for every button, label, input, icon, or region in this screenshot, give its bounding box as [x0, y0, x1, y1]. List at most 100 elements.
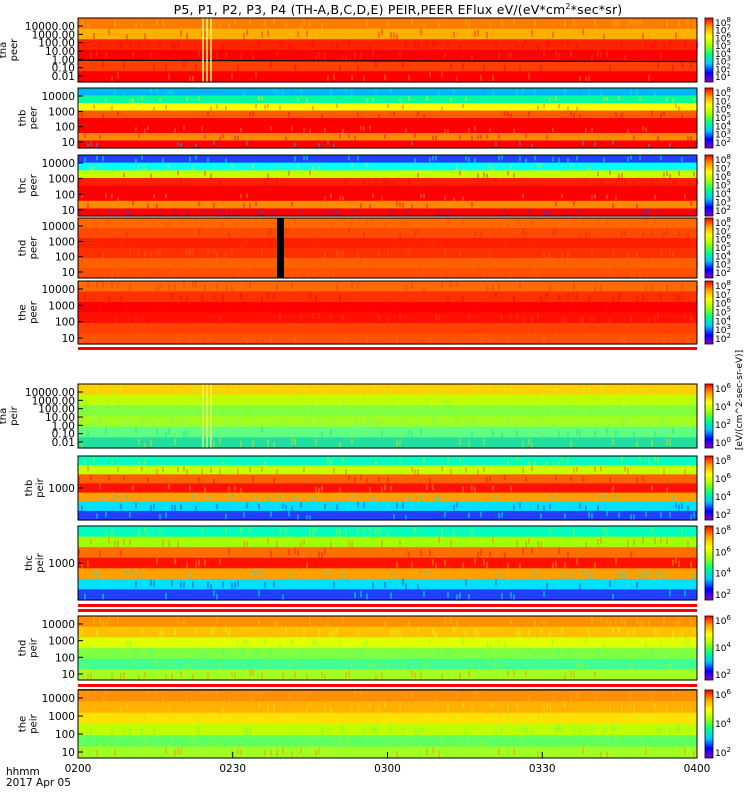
colorbar-tick-label: 105: [715, 306, 731, 319]
heat-cell: [498, 53, 500, 60]
heat-cell: [627, 324, 629, 331]
heat-cell: [192, 164, 194, 170]
heat-cell: [225, 285, 227, 293]
heat-cell: [309, 21, 311, 28]
heat-cell: [567, 649, 569, 657]
heat-cell: [498, 155, 500, 161]
heat-cell: [291, 438, 293, 445]
heat-cell: [246, 140, 248, 146]
heat-cell: [300, 502, 302, 508]
heat-cell: [147, 648, 149, 655]
heat-cell: [510, 313, 512, 320]
heat-cell: [432, 241, 434, 247]
heat-cell: [666, 20, 668, 27]
heat-cell: [576, 663, 578, 670]
heat-cell: [324, 196, 326, 201]
heat-cell: [435, 695, 437, 703]
heat-cell: [471, 529, 473, 536]
heat-cell: [438, 388, 440, 396]
heat-cell: [336, 43, 338, 50]
heat-cell: [516, 702, 518, 709]
colorbar-tick-label: 103: [715, 323, 731, 336]
heat-cell: [519, 385, 521, 393]
heat-cell: [555, 327, 557, 334]
heat-cell: [204, 171, 206, 176]
heat-cell: [693, 572, 695, 579]
heat-cell: [216, 593, 218, 600]
heat-cell: [84, 397, 86, 404]
heat-cell: [105, 303, 107, 310]
heat-cell: [225, 626, 227, 634]
heat-cell: [273, 442, 275, 449]
heat-cell: [453, 32, 455, 39]
heat-cell: [189, 120, 191, 126]
heat-cell: [342, 313, 344, 320]
heat-cell: [384, 74, 386, 81]
heat-cell: [630, 315, 632, 322]
heat-cell: [159, 249, 161, 256]
heat-cell: [672, 64, 674, 71]
heat-cell: [417, 469, 419, 475]
heat-cell: [681, 258, 683, 265]
heat-cell: [441, 674, 443, 681]
heat-cell: [567, 552, 569, 559]
colorbar-tick-label: 102: [715, 62, 731, 75]
heat-cell: [690, 514, 692, 520]
y-tick-label: 100.00: [38, 38, 75, 50]
heat-cell: [654, 537, 656, 544]
y-tick-label: 100: [55, 317, 75, 329]
heat-cell: [666, 439, 668, 446]
heat-cell: [690, 619, 692, 626]
heat-cell: [597, 118, 599, 124]
heat-cell: [462, 220, 464, 226]
heat-cell: [258, 701, 260, 709]
heat-cell: [180, 177, 182, 183]
heat-cell: [597, 50, 599, 57]
heat-cell: [156, 285, 158, 293]
heat-cell: [255, 302, 257, 309]
heat-cell: [402, 202, 404, 208]
heat-cell: [201, 661, 203, 668]
heat-cell: [435, 418, 437, 426]
heat-cell: [114, 20, 116, 27]
x-tick-label: 0400: [684, 763, 711, 775]
heat-cell: [513, 18, 515, 26]
heat-cell: [276, 50, 278, 57]
heat-cell: [435, 135, 437, 141]
heat-cell: [513, 259, 515, 266]
heat-cell: [240, 54, 242, 61]
heat-cell: [492, 285, 494, 292]
heat-cell: [243, 409, 245, 416]
heat-cell: [249, 282, 251, 289]
heat-cell: [546, 702, 548, 710]
heat-cell: [681, 61, 683, 68]
heat-cell: [558, 460, 560, 466]
panel-tha-peir: 10000.001000.00100.0010.001.000.100.01th…: [0, 382, 731, 449]
heat-cell: [381, 672, 383, 680]
heat-cell: [144, 458, 146, 464]
heat-cell: [588, 232, 590, 239]
heat-cell: [174, 210, 176, 215]
heat-cell: [543, 505, 545, 511]
heat-cell: [384, 484, 386, 491]
heat-cell: [480, 549, 482, 556]
heat-cell: [639, 96, 641, 101]
heat-cell: [675, 178, 677, 184]
heat-cell: [426, 399, 428, 406]
heat-cell: [171, 735, 173, 743]
heat-cell: [384, 178, 386, 183]
heat-cell: [522, 317, 524, 324]
heat-cell: [195, 218, 197, 225]
heat-cell: [474, 307, 476, 314]
heat-cell: [138, 249, 140, 256]
heat-cell: [651, 440, 653, 447]
heat-cell: [81, 259, 83, 266]
heat-cell: [504, 384, 506, 391]
heat-cell: [126, 418, 128, 425]
heat-cell: [645, 209, 647, 215]
colorbar-tick-label: 106: [715, 233, 731, 246]
heat-cell: [147, 417, 149, 424]
heat-cell: [666, 284, 668, 291]
heat-cell: [249, 112, 251, 117]
heat-cell: [444, 399, 446, 406]
